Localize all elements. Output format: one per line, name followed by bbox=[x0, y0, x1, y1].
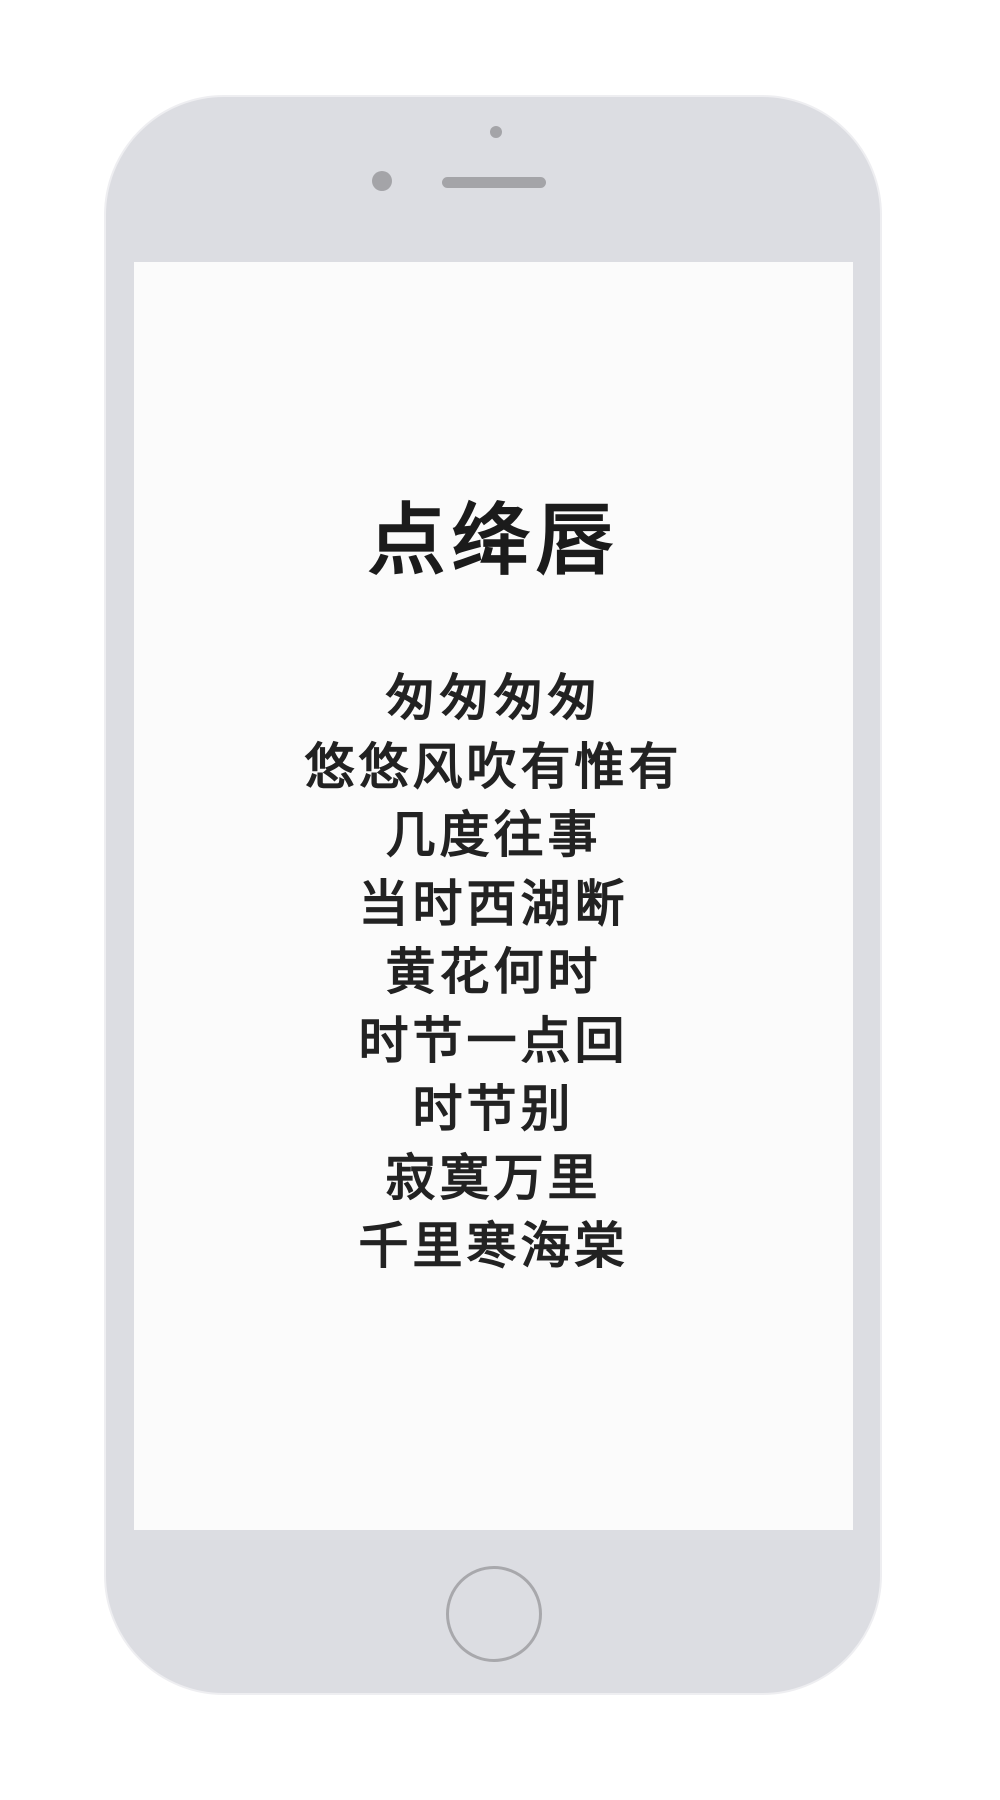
earpiece-speaker bbox=[442, 177, 546, 188]
phone-screen: 点绛唇 匆匆匆匆 悠悠风吹有惟有 几度往事 当时西湖断 黄花何时 时节一点回 时… bbox=[134, 262, 853, 1530]
poem-line: 时节别 bbox=[412, 1079, 575, 1138]
phone-frame: 点绛唇 匆匆匆匆 悠悠风吹有惟有 几度往事 当时西湖断 黄花何时 时节一点回 时… bbox=[104, 95, 882, 1695]
poem-line: 几度往事 bbox=[385, 805, 602, 864]
poem-line: 时节一点回 bbox=[358, 1010, 629, 1070]
poem-line: 当时西湖断 bbox=[358, 873, 629, 933]
poem-line: 千里寒海棠 bbox=[358, 1216, 629, 1275]
poem-title: 点绛唇 bbox=[367, 495, 620, 586]
proximity-sensor bbox=[372, 171, 392, 191]
front-camera bbox=[490, 126, 502, 138]
poem-lines: 匆匆匆匆 悠悠风吹有惟有 几度往事 当时西湖断 黄花何时 时节一点回 时节别 寂… bbox=[305, 664, 683, 1281]
poem-line: 匆匆匆匆 bbox=[385, 668, 602, 727]
poem-line: 寂寞万里 bbox=[385, 1147, 602, 1207]
home-button[interactable] bbox=[446, 1566, 542, 1662]
poem-line: 黄花何时 bbox=[385, 942, 602, 1001]
poem-line: 悠悠风吹有惟有 bbox=[304, 736, 683, 796]
